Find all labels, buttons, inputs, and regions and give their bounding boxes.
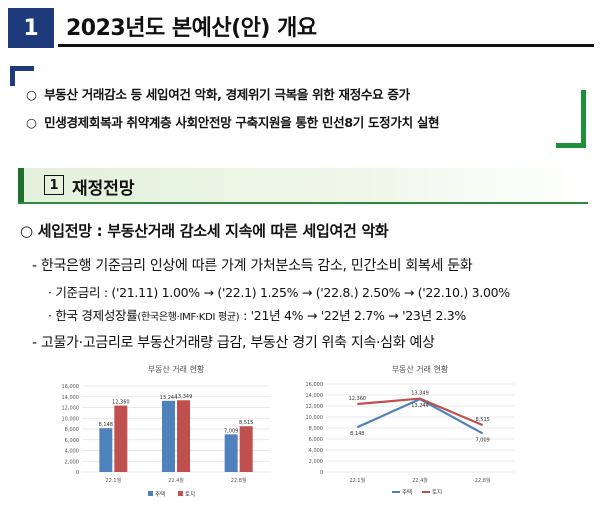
circle-bullet-icon: ○ <box>26 87 37 102</box>
corner-bracket-top-left <box>10 66 34 71</box>
y-tick-label: 2,000 <box>309 459 323 465</box>
y-tick-label: 10,000 <box>62 416 80 422</box>
data-label: 8,148 <box>350 431 364 437</box>
revenue-heading: ○ 세입전망 : 부동산거래 감소세 지속에 따른 세입여건 악화 <box>20 220 389 241</box>
data-label: 7,009 <box>476 437 490 443</box>
y-tick-label: 0 <box>320 470 323 476</box>
bullet-real-estate: - 고물가·고금리로 부동산거래량 급감, 부동산 경기 위축 지속·심화 예상 <box>32 335 435 351</box>
subsection-header: 1 재정전망 <box>18 168 588 204</box>
bar <box>177 400 190 472</box>
line-chart: 부동산 거래 현황 16,000 14,000 12,000 10,000 8,000 6,… <box>306 364 514 496</box>
data-label: 13,244 <box>160 395 178 401</box>
data-label: 13,349 <box>175 394 193 400</box>
y-tick-label: 8,000 <box>309 426 323 432</box>
section-number: 1 <box>8 8 54 48</box>
bar <box>99 428 113 472</box>
section-underline <box>58 44 594 47</box>
legend-label: 토지 <box>432 488 442 496</box>
legend-swatch <box>148 491 153 496</box>
y-tick-label: 12,000 <box>306 404 324 410</box>
bar <box>224 434 238 472</box>
corner-bracket-bottom-right-vertical <box>581 90 586 148</box>
summary-item: ○ 부동산 거래감소 등 세입여건 악화, 경제위기 극복을 위한 재정수요 증… <box>26 84 410 103</box>
summary-item-text: 민생경제회복과 취약계층 사회안전망 구축지원을 통한 민선8기 도정가치 실현 <box>44 115 440 130</box>
y-tick-label: 4,000 <box>65 449 79 455</box>
data-label: 7,009 <box>224 428 238 434</box>
y-tick-label: 14,000 <box>62 395 80 401</box>
y-tick-label: 16,000 <box>62 384 80 390</box>
x-tick-label: 22.4월 <box>412 477 428 484</box>
section-title: 2023년도 본예산(안) 개요 <box>66 16 317 41</box>
data-label: 13,349 <box>411 391 429 397</box>
y-tick-label: 16,000 <box>306 382 324 388</box>
x-tick-label: 22.4월 <box>168 477 184 484</box>
x-tick-label: 22.1월 <box>349 477 365 484</box>
y-tick-label: 6,000 <box>65 438 79 444</box>
circle-bullet-icon: ○ <box>20 222 33 240</box>
data-label: 12,360 <box>112 400 130 406</box>
chart-title: 부동산 거래 현황 <box>148 364 205 374</box>
summary-item: ○ 민생경제회복과 취약계층 사회안전망 구축지원을 통한 민선8기 도정가치 … <box>26 112 440 131</box>
series-line <box>357 397 484 427</box>
y-tick-label: 4,000 <box>309 448 323 454</box>
y-tick-label: 8,000 <box>65 427 79 433</box>
corner-bracket-top-left-vertical <box>10 66 15 86</box>
revenue-heading-text: 세입전망 : 부동산거래 감소세 지속에 따른 세입여건 악화 <box>37 222 389 240</box>
x-tick-label: 22.8월 <box>231 477 247 484</box>
subsection-accent-bar <box>18 168 24 202</box>
legend-label: 주택 <box>155 491 165 498</box>
circle-bullet-icon: ○ <box>26 115 37 130</box>
data-label: 8,515 <box>239 420 253 426</box>
bullet-interest-rate: - 한국은행 기준금리 인상에 따른 가계 가처분소득 감소, 민간소비 회복세… <box>32 258 473 274</box>
summary-item-text: 부동산 거래감소 등 세입여건 악화, 경제위기 극복을 위한 재정수요 증가 <box>44 87 410 102</box>
summary-box: ○ 부동산 거래감소 등 세입여건 악화, 경제위기 극복을 위한 재정수요 증… <box>10 66 586 148</box>
y-tick-label: 0 <box>76 470 79 476</box>
bar <box>162 400 175 472</box>
bullet-base-rate: · 기준금리 : ('21.11) 1.00% → ('22.1) 1.25% … <box>48 285 510 300</box>
y-tick-label: 6,000 <box>309 437 323 443</box>
growth-rate-values: : '21년 4% → '22년 2.7% → '23년 2.3% <box>239 308 466 323</box>
data-label: 12,360 <box>349 396 367 402</box>
x-tick-label: 22.8월 <box>475 477 491 484</box>
chart-title: 부동산 거래 현황 <box>392 364 449 374</box>
bar <box>114 405 128 472</box>
growth-rate-label: · 한국 경제성장률 <box>48 308 138 323</box>
legend-label: 토지 <box>185 490 195 498</box>
bar-chart: 부동산 거래 현황 16,000 14,000 12,000 10,000 8,000 6,… <box>62 364 270 498</box>
y-tick-label: 10,000 <box>306 415 324 421</box>
subsection-number: 1 <box>44 175 64 195</box>
growth-rate-source: (한국은행·IMF·KDI 평균) <box>137 312 240 323</box>
y-tick-label: 2,000 <box>65 459 79 465</box>
data-label: 8,515 <box>476 417 490 423</box>
legend-label: 주택 <box>402 489 412 496</box>
legend-swatch <box>178 491 183 496</box>
x-tick-label: 22.1월 <box>105 477 121 484</box>
bar <box>239 426 253 472</box>
bullet-growth-rate: · 한국 경제성장률(한국은행·IMF·KDI 평균) : '21년 4% → … <box>48 305 466 324</box>
corner-bracket-bottom-right <box>556 143 586 148</box>
subsection-title: 재정전망 <box>72 179 135 199</box>
y-tick-label: 14,000 <box>306 393 324 399</box>
y-tick-label: 12,000 <box>62 406 80 412</box>
data-label: 8,148 <box>99 422 113 428</box>
data-label: 13,244 <box>411 403 429 409</box>
